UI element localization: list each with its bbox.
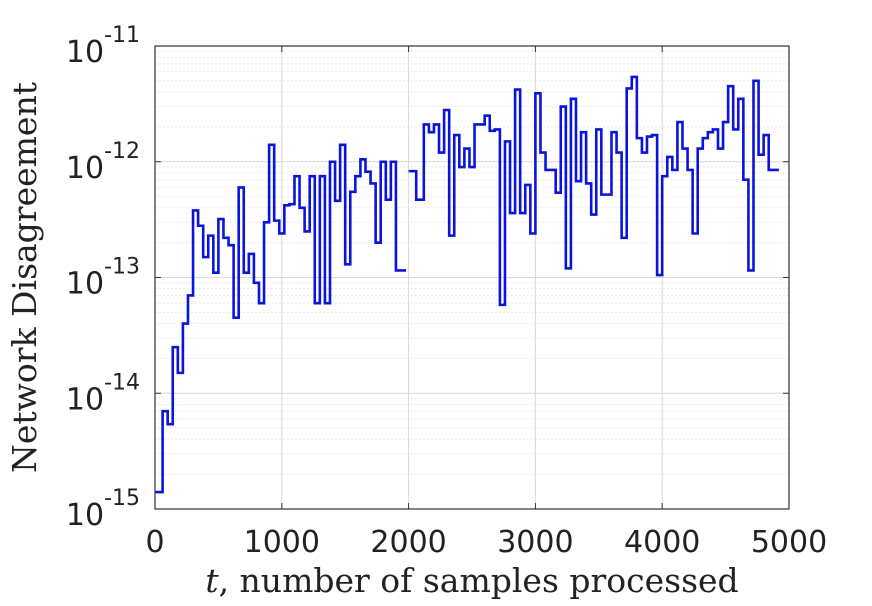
y-tick-label-exponent: -13: [104, 255, 140, 280]
y-tick-label-base: 10: [66, 267, 104, 302]
tick-marks: [154, 45, 790, 510]
y-tick-label-exponent: -14: [104, 370, 140, 395]
series-layer: [155, 75, 779, 494]
y-tick-label-base: 10: [66, 35, 104, 70]
grid: [154, 45, 790, 510]
y-tick-label: 10-14: [66, 370, 140, 417]
x-axis-label-rest: , number of samples processed: [219, 561, 739, 600]
y-tick-label-base: 10: [66, 151, 104, 186]
x-tick-label: 0: [145, 525, 164, 560]
y-tick-label-exponent: -12: [104, 139, 140, 164]
series-line: [155, 143, 407, 494]
y-tick-label-base: 10: [66, 382, 104, 417]
x-tick-label: 3000: [497, 525, 573, 560]
x-axis-label: t, number of samples processed: [205, 561, 738, 600]
y-tick-label-base: 10: [66, 498, 104, 533]
x-tick-label: 4000: [624, 525, 700, 560]
y-tick-label: 10-11: [66, 23, 140, 70]
y-tick-label: 10-15: [66, 486, 140, 533]
series-line: [408, 75, 779, 307]
x-tick-label: 1000: [244, 525, 320, 560]
y-tick-label-exponent: -15: [104, 486, 140, 511]
x-tick-label: 5000: [751, 525, 827, 560]
y-axis-label: Network Disagreement: [5, 82, 44, 473]
x-tick-labels: 0 1000 2000 3000 4000 5000: [145, 525, 827, 560]
y-tick-label: 10-12: [66, 139, 140, 186]
y-tick-label-exponent: -11: [104, 23, 140, 48]
x-axis-label-var: t: [205, 561, 219, 600]
y-tick-label: 10-13: [66, 255, 140, 302]
x-tick-label: 2000: [370, 525, 446, 560]
